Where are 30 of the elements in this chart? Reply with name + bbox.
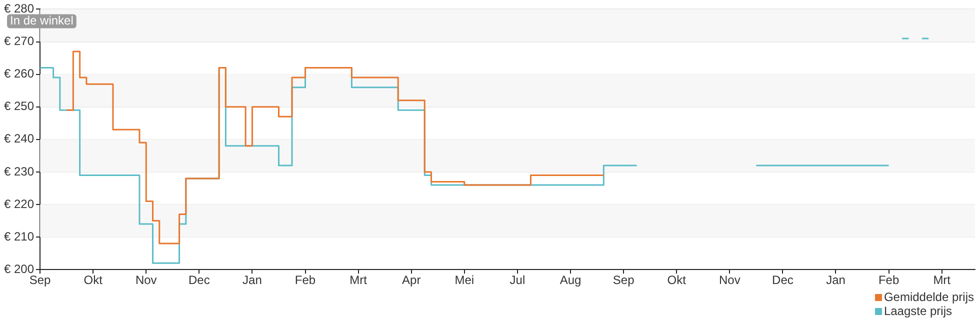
- x-tick-label: Apr: [402, 273, 421, 288]
- x-tick-label: Jan: [242, 273, 262, 288]
- y-tick-label: € 220: [4, 196, 34, 211]
- x-tick-label: Feb: [294, 273, 316, 288]
- x-tick-label: Nov: [135, 273, 157, 288]
- y-tick-label: € 240: [4, 132, 34, 146]
- y-tick-label: € 210: [4, 229, 34, 244]
- y-tick-label: € 270: [4, 34, 34, 48]
- y-tick-label: € 280: [4, 2, 34, 16]
- legend-label: Gemiddelde prijs: [884, 290, 974, 304]
- y-tick-label: € 250: [4, 99, 34, 114]
- x-tick-label: Sep: [612, 273, 635, 288]
- x-tick-label: Aug: [560, 273, 582, 288]
- x-tick-label: Jan: [826, 273, 846, 288]
- x-tick-label: Dec: [188, 273, 210, 288]
- x-tick-label: Mei: [454, 273, 474, 288]
- x-tick-label: Mrt: [933, 273, 952, 288]
- x-tick-label: Feb: [878, 273, 900, 288]
- y-tick-label: € 260: [4, 66, 34, 81]
- legend-label: Laagste prijs: [884, 304, 952, 318]
- y-tick-label: € 230: [4, 164, 34, 178]
- x-tick-label: Okt: [84, 273, 104, 288]
- x-tick-label: Mrt: [350, 273, 368, 288]
- x-tick-label: Okt: [667, 273, 687, 288]
- x-tick-label: Dec: [772, 273, 794, 288]
- annotation: In de winkel: [10, 14, 74, 28]
- y-tick-label: € 200: [4, 262, 34, 276]
- x-tick-label: Jul: [510, 273, 526, 288]
- x-tick-label: Nov: [718, 273, 740, 288]
- x-tick-label: Sep: [29, 273, 52, 288]
